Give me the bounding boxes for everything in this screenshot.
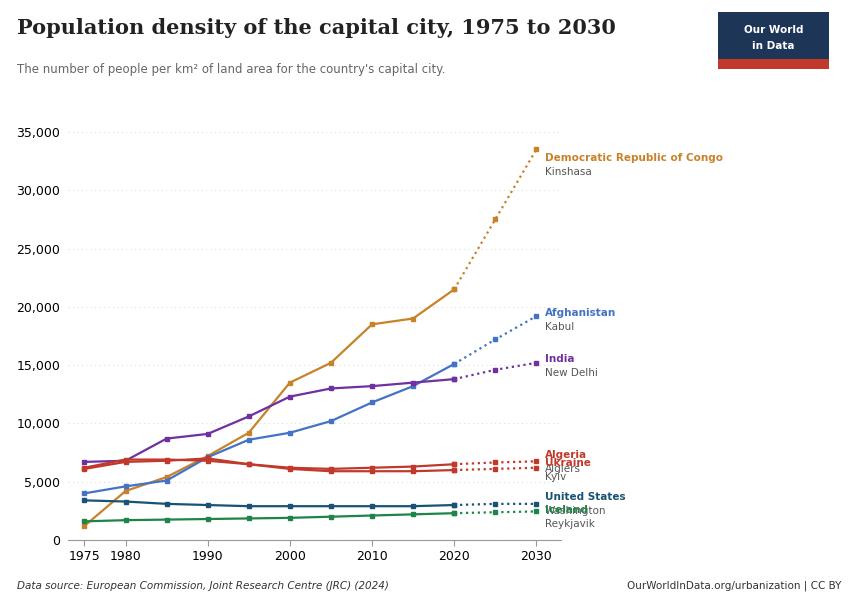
Text: Our World: Our World <box>744 25 803 35</box>
Text: Algiers: Algiers <box>545 464 581 474</box>
Text: in Data: in Data <box>752 41 795 51</box>
Bar <box>718 12 829 59</box>
Text: Kabul: Kabul <box>545 322 574 332</box>
Text: New Delhi: New Delhi <box>545 368 598 379</box>
Text: India: India <box>545 355 574 364</box>
Bar <box>718 59 829 69</box>
Text: Data source: European Commission, Joint Research Centre (JRC) (2024): Data source: European Commission, Joint … <box>17 581 388 591</box>
Text: Iceland: Iceland <box>545 505 587 515</box>
Text: Algeria: Algeria <box>545 450 586 460</box>
Text: Kinshasa: Kinshasa <box>545 167 592 176</box>
Text: Ukraine: Ukraine <box>545 458 591 468</box>
Text: Afghanistan: Afghanistan <box>545 308 615 317</box>
Text: Kyiv: Kyiv <box>545 472 566 482</box>
Text: Reykjavik: Reykjavik <box>545 518 594 529</box>
Text: Washington: Washington <box>545 506 606 516</box>
Text: The number of people per km² of land area for the country's capital city.: The number of people per km² of land are… <box>17 63 445 76</box>
Text: United States: United States <box>545 492 626 502</box>
Text: OurWorldInData.org/urbanization | CC BY: OurWorldInData.org/urbanization | CC BY <box>627 581 842 591</box>
Text: Population density of the capital city, 1975 to 2030: Population density of the capital city, … <box>17 18 616 38</box>
Text: Democratic Republic of Congo: Democratic Republic of Congo <box>545 152 722 163</box>
